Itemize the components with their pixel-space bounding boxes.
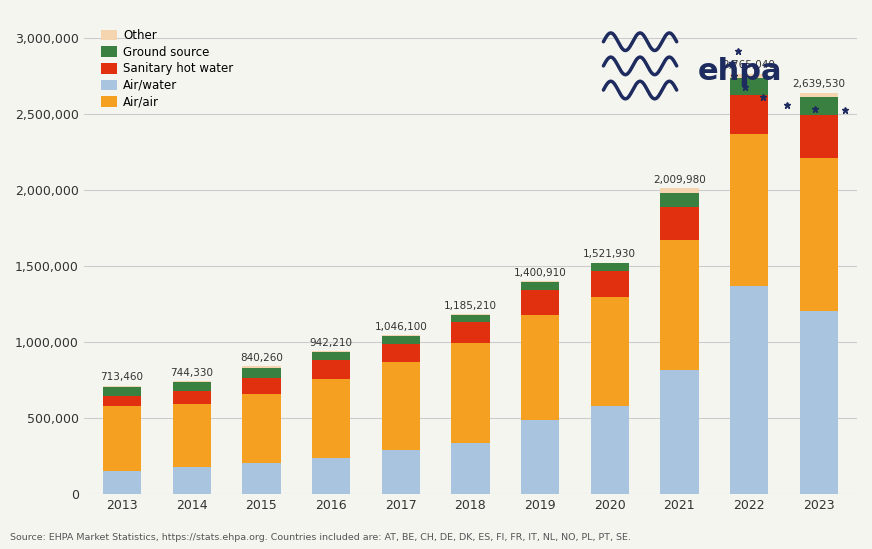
Bar xyxy=(382,335,419,336)
Bar xyxy=(451,314,489,315)
Bar xyxy=(660,369,698,494)
Legend: Other, Ground source, Sanitary hot water, Air/water, Air/air: Other, Ground source, Sanitary hot water… xyxy=(98,26,237,112)
Text: 744,330: 744,330 xyxy=(170,368,214,378)
Text: 2,639,530: 2,639,530 xyxy=(792,79,845,89)
Bar xyxy=(103,385,141,387)
Bar xyxy=(312,351,351,352)
Text: 1,521,930: 1,521,930 xyxy=(583,249,637,259)
Bar xyxy=(730,78,768,95)
Bar xyxy=(242,368,281,378)
Bar xyxy=(521,420,559,494)
Text: 840,260: 840,260 xyxy=(240,353,283,363)
Bar xyxy=(730,74,768,78)
Bar xyxy=(730,95,768,133)
Bar xyxy=(242,463,281,494)
Text: 1,046,100: 1,046,100 xyxy=(374,322,427,332)
Bar xyxy=(242,366,281,368)
Bar xyxy=(730,286,768,494)
Bar xyxy=(451,443,489,494)
Text: 713,460: 713,460 xyxy=(100,372,144,382)
Bar xyxy=(173,381,211,382)
Bar xyxy=(242,394,281,463)
Bar xyxy=(103,470,141,494)
Bar xyxy=(800,97,838,115)
Text: 2,765,040: 2,765,040 xyxy=(723,60,775,70)
Bar xyxy=(660,193,698,207)
Bar xyxy=(660,240,698,369)
Bar xyxy=(103,406,141,470)
Bar xyxy=(590,264,629,271)
Bar xyxy=(173,404,211,467)
Bar xyxy=(800,311,838,494)
Bar xyxy=(451,322,489,344)
Bar xyxy=(660,188,698,193)
Bar xyxy=(103,387,141,396)
Bar xyxy=(312,379,351,458)
Text: 942,210: 942,210 xyxy=(310,338,352,348)
Bar xyxy=(242,378,281,394)
Bar xyxy=(382,336,419,344)
Bar xyxy=(382,344,419,362)
Bar xyxy=(590,296,629,406)
Bar xyxy=(451,344,489,443)
Bar xyxy=(103,396,141,406)
Text: 1,400,910: 1,400,910 xyxy=(514,268,567,278)
Bar xyxy=(730,133,768,286)
Bar xyxy=(312,352,351,360)
Bar xyxy=(521,282,559,290)
Bar xyxy=(173,467,211,494)
Bar xyxy=(382,362,419,450)
Bar xyxy=(590,271,629,296)
Bar xyxy=(590,406,629,494)
Bar xyxy=(800,158,838,311)
Bar xyxy=(800,115,838,158)
Bar xyxy=(590,262,629,264)
Bar xyxy=(312,360,351,379)
Bar xyxy=(800,93,838,97)
Bar xyxy=(521,281,559,282)
Bar xyxy=(451,315,489,322)
Text: Source: EHPA Market Statistics, https://stats.ehpa.org. Countries included are: : Source: EHPA Market Statistics, https://… xyxy=(10,534,631,542)
Text: 2,009,980: 2,009,980 xyxy=(653,175,705,185)
Bar xyxy=(382,450,419,494)
Bar xyxy=(173,382,211,391)
Bar xyxy=(521,290,559,315)
Text: ehpa: ehpa xyxy=(698,57,782,86)
Bar xyxy=(173,391,211,404)
Bar xyxy=(660,207,698,240)
Text: 1,185,210: 1,185,210 xyxy=(444,300,497,311)
Bar xyxy=(312,458,351,494)
Bar xyxy=(521,315,559,420)
